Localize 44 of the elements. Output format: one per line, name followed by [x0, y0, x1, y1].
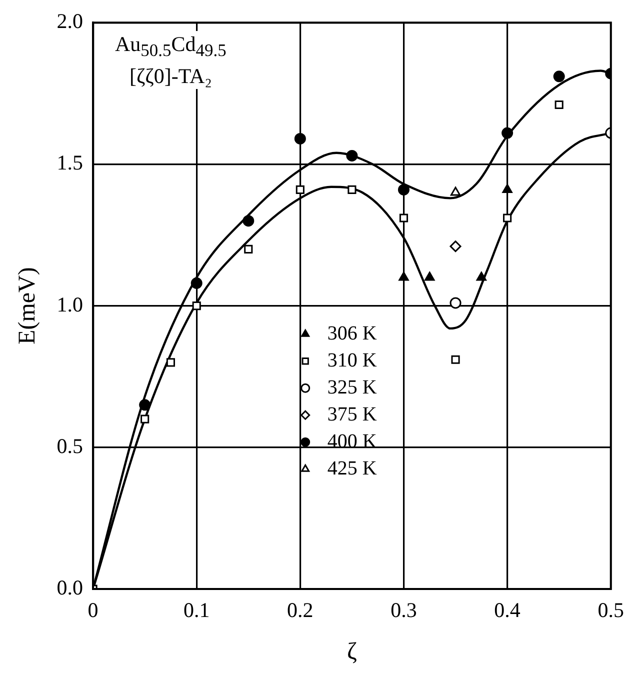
x-tick-label: 0 — [88, 598, 98, 622]
point — [139, 399, 151, 411]
x-tick-label: 0.2 — [287, 598, 314, 622]
point — [554, 100, 564, 110]
point — [424, 272, 435, 281]
point — [346, 150, 358, 162]
point — [190, 277, 202, 289]
point — [398, 272, 409, 281]
y-tick-label: 1.5 — [56, 150, 84, 175]
point — [502, 184, 512, 193]
point — [296, 185, 304, 194]
x-tick-label: 0.3 — [390, 598, 417, 622]
point — [244, 244, 253, 254]
point — [399, 214, 408, 222]
legend-label: 310 K — [327, 349, 378, 372]
point — [476, 272, 486, 281]
y-tick-label: 1.0 — [56, 292, 84, 316]
legend-label: 425 K — [327, 457, 378, 480]
point — [553, 70, 565, 82]
y-tick-label: 0.5 — [56, 434, 84, 458]
legend-label: 306 K — [327, 322, 378, 344]
point — [398, 184, 410, 196]
point — [140, 414, 150, 424]
x-axis-title: ζ — [346, 638, 357, 665]
y-axis-title: E(meV) — [14, 267, 41, 344]
point — [242, 215, 254, 227]
legend-label: 375 K — [327, 403, 378, 426]
point — [348, 185, 356, 194]
x-tick-label: 0.1 — [183, 598, 210, 622]
y-tick-label: 2.0 — [56, 9, 84, 34]
annotation: [ζζ0]-TA₂ — [127, 63, 214, 90]
y-tick-label: 0.0 — [56, 576, 84, 600]
x-tick-label: 0.5 — [598, 598, 624, 622]
legend-label: 325 K — [327, 376, 378, 398]
point — [450, 240, 462, 252]
annotation: Au$_{50.5}$Cd$_{49.5}$ — [112, 31, 228, 64]
point — [451, 355, 460, 364]
point — [192, 302, 201, 310]
point — [502, 127, 514, 139]
point — [166, 358, 176, 367]
point — [450, 186, 461, 196]
point — [294, 132, 306, 144]
point — [503, 214, 512, 222]
x-tick-label: 0.4 — [494, 598, 521, 622]
